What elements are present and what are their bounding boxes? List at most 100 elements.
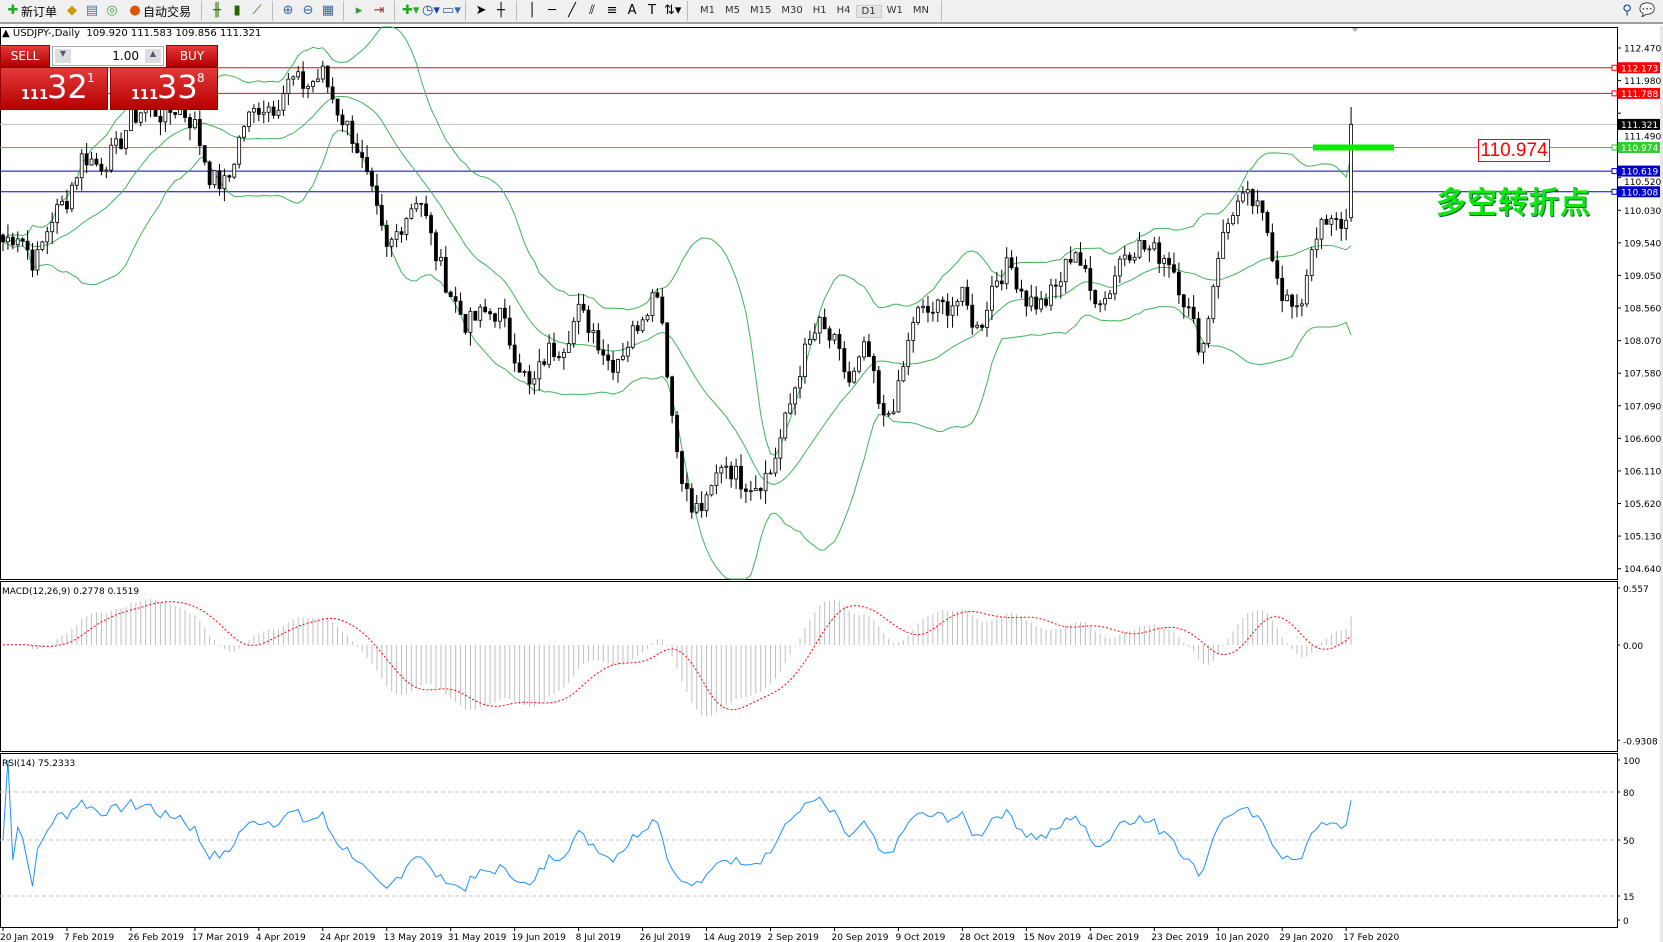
candle-body [1304, 275, 1309, 305]
candle-body [621, 355, 625, 360]
candle-body [394, 231, 399, 240]
candle-body [1103, 298, 1107, 305]
sell-price-pips: 32 [47, 68, 88, 106]
date-tick-label: 23 Dec 2019 [1151, 933, 1209, 942]
chart-shift-icon[interactable]: ⇥ [373, 3, 385, 18]
turning-point-annotation[interactable]: 多空转折点 [1436, 186, 1591, 221]
text-icon[interactable]: A [627, 3, 637, 18]
chat-icon[interactable]: 💬 [1639, 3, 1656, 18]
periods-icon[interactable]: ◷▾ [422, 3, 440, 18]
tile-icon[interactable]: ▦ [321, 3, 335, 18]
lot-value[interactable]: 1.00 [112, 49, 139, 63]
candle-body [748, 490, 753, 493]
trendline-icon[interactable]: ╱ [568, 3, 576, 18]
arrows-icon[interactable]: ⇅▾ [664, 3, 682, 18]
candle-body [1078, 252, 1083, 266]
timeframe-mn[interactable]: MN [912, 4, 929, 16]
candle-body [1004, 257, 1009, 285]
candle-body [684, 483, 689, 490]
channel-icon[interactable]: ⫽ [589, 3, 595, 18]
fibonacci-icon[interactable]: ≡ [606, 3, 618, 18]
candle-body [985, 309, 989, 328]
signal-icon[interactable]: ◎ [106, 3, 118, 18]
candle-body [581, 303, 586, 311]
timeframe-h4[interactable]: H4 [836, 4, 851, 16]
bollinger-upper [2, 26, 1352, 456]
candle-body [699, 502, 704, 512]
candle-body [325, 65, 330, 88]
navigator-icon[interactable]: ▤ [85, 3, 99, 18]
timeframe-h1[interactable]: H1 [812, 4, 827, 16]
horizontal-line-icon[interactable]: ─ [548, 3, 556, 18]
candle-body [429, 215, 433, 234]
candle-body [1152, 242, 1157, 250]
price-tag [1618, 118, 1660, 130]
candle-body [60, 201, 64, 206]
candle-body [527, 371, 532, 385]
price-tick-label: 109.050 [1624, 272, 1661, 282]
bar-chart-icon[interactable]: ╫ [213, 3, 221, 18]
chart-area[interactable]: 112.470 111.980 111.490 110.520 110.030 109.5… [0, 26, 1663, 942]
candle-body [1201, 342, 1206, 353]
date-tick-label: 17 Mar 2019 [192, 933, 249, 942]
candle-chart-icon[interactable]: ▮ [233, 3, 241, 18]
auto-trading-button[interactable]: ● 自动交易 [124, 1, 194, 21]
date-tick-label: 4 Apr 2019 [256, 933, 306, 942]
candle-body [1181, 294, 1186, 308]
vertical-line-icon[interactable]: │ [528, 3, 536, 18]
candle-body [788, 403, 793, 414]
candle-body [778, 437, 783, 459]
sell-price[interactable]: 111 32 1 [0, 67, 108, 110]
candle-body [758, 488, 763, 492]
lot-increase-icon[interactable]: ▲ [145, 49, 161, 63]
timeframe-m30[interactable]: M30 [781, 4, 803, 16]
templates-icon[interactable]: ▭▾ [442, 3, 461, 18]
candle-body [670, 376, 675, 416]
candle-body [355, 143, 360, 154]
new-order-button[interactable]: ✚ 新订单 [2, 1, 60, 21]
price-tick-label: 108.560 [1624, 305, 1661, 315]
candle-body [532, 378, 537, 385]
candle-body [1088, 268, 1093, 291]
zoom-out-icon[interactable]: ⊖ [302, 3, 314, 18]
candle-body [744, 488, 748, 492]
line-chart-icon[interactable]: ⟋ [252, 3, 262, 18]
timeframe-m15[interactable]: M15 [750, 4, 772, 16]
buy-price[interactable]: 111 33 8 [110, 67, 218, 110]
candle-body [798, 376, 802, 389]
lot-field[interactable]: ▼ 1.00 ▲ [52, 46, 164, 66]
zoom-in-icon[interactable]: ⊕ [282, 3, 294, 18]
timeframe-w1[interactable]: W1 [886, 4, 903, 16]
candle-body [424, 203, 429, 217]
candle-body [10, 236, 15, 246]
candle-body [1255, 200, 1260, 207]
price-tag-label: 111.321 [1621, 121, 1658, 131]
buy-button[interactable]: BUY [166, 45, 218, 67]
timeframe-d1[interactable]: D1 [855, 4, 882, 18]
price-tick-label: 111.980 [1624, 77, 1661, 87]
candle-body [1073, 252, 1078, 263]
lot-decrease-icon[interactable]: ▼ [55, 49, 71, 63]
macd-tick-label: -0.9308 [1623, 737, 1658, 747]
symbol-label: USDJPY-,Daily [12, 28, 81, 39]
candle-body [616, 358, 620, 373]
candle-body [414, 202, 419, 210]
indicators-icon[interactable]: ✚▾ [402, 3, 420, 18]
bollinger-middle [2, 95, 1352, 485]
candle-body [315, 78, 320, 82]
timeframe-m5[interactable]: M5 [725, 4, 741, 16]
pivot-price-annotation[interactable]: 110.974 [1478, 139, 1550, 162]
cursor-icon[interactable]: ➤ [475, 3, 487, 18]
text-label-icon[interactable]: T [648, 3, 656, 18]
autoscroll-icon[interactable]: ▸ [355, 3, 363, 18]
sell-price-big: 111 [21, 88, 49, 103]
candle-body [955, 301, 960, 307]
sell-button[interactable]: SELL [0, 45, 50, 67]
candle-body [345, 120, 350, 126]
candle-body [1236, 200, 1240, 216]
timeframe-m1[interactable]: M1 [700, 4, 716, 16]
collapse-icon[interactable]: ▲ [2, 28, 13, 39]
history-icon[interactable]: ◆ [67, 3, 78, 18]
search-icon[interactable]: ⚲ [1622, 3, 1632, 18]
crosshair-icon[interactable]: ┼ [497, 3, 505, 18]
